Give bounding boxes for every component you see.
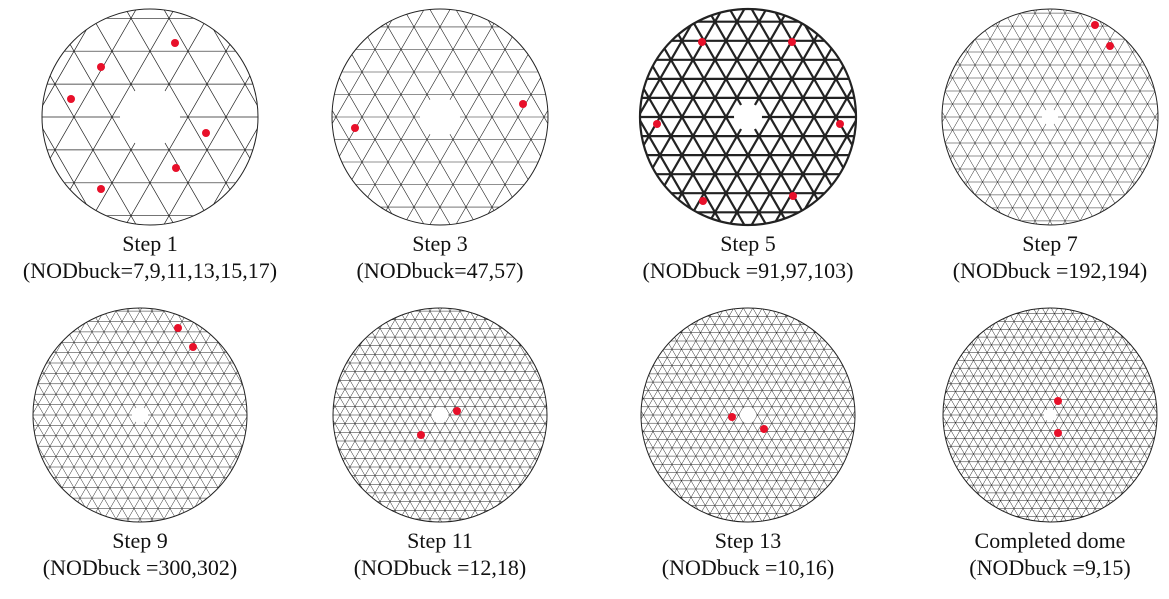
center-opening	[132, 407, 148, 423]
buckling-node	[760, 425, 768, 433]
buckling-node	[189, 343, 197, 351]
center-opening	[120, 87, 180, 147]
buckling-node	[97, 185, 105, 193]
panel: Step 13(NODbuck =10,16)	[571, 239, 926, 591]
panel-title: Step 1	[122, 231, 178, 256]
buckling-node	[67, 95, 75, 103]
buckling-node	[202, 129, 210, 137]
panel: Completed dome(NODbuck =9,15)	[872, 239, 1169, 591]
buckling-node	[1054, 397, 1062, 405]
buckling-node	[698, 38, 706, 46]
buckling-node	[351, 124, 359, 132]
panel-title: Step 11	[407, 528, 473, 553]
buckling-node	[788, 38, 796, 46]
center-opening	[432, 407, 448, 423]
panel-caption: (NODbuck =300,302)	[43, 555, 238, 580]
center-opening	[740, 407, 756, 423]
panel-caption: (NODbuck =9,15)	[969, 555, 1131, 580]
buckling-node	[172, 164, 180, 172]
center-opening	[420, 97, 460, 137]
panel: Step 3(NODbuck=47,57)	[259, 0, 621, 295]
buckling-node	[1054, 429, 1062, 437]
panel-title: Step 13	[715, 528, 782, 553]
buckling-node	[1091, 21, 1099, 29]
panel-title: Step 5	[720, 231, 776, 256]
panel-caption: (NODbuck =10,16)	[662, 555, 835, 580]
panel-caption: (NODbuck=7,9,11,13,15,17)	[23, 258, 277, 283]
buckling-node	[417, 431, 425, 439]
panel: Step 5(NODbuck =91,97,103)	[569, 0, 928, 295]
buckling-node	[653, 120, 661, 128]
panel: Step 7(NODbuck =192,194)	[874, 0, 1169, 293]
panel-caption: (NODbuck=47,57)	[357, 258, 524, 283]
panel-caption: (NODbuck =12,18)	[354, 555, 527, 580]
center-opening	[1044, 409, 1056, 421]
buckling-node	[1106, 42, 1114, 50]
buckling-node	[97, 63, 105, 71]
panel-caption: (NODbuck =91,97,103)	[643, 258, 854, 283]
buckling-node	[789, 192, 797, 200]
center-opening	[734, 103, 762, 131]
buckling-node	[728, 413, 736, 421]
buckling-node	[836, 120, 844, 128]
buckling-node	[174, 324, 182, 332]
buckling-node	[519, 100, 527, 108]
panel: Step 11(NODbuck =12,18)	[264, 240, 616, 590]
panel: Step 1(NODbuck=7,9,11,13,15,17)	[0, 0, 328, 294]
center-opening	[1042, 109, 1058, 125]
panel: Step 9(NODbuck =300,302)	[0, 238, 321, 593]
buckling-node	[699, 197, 707, 205]
panel-title: Step 7	[1022, 231, 1078, 256]
buckling-node	[453, 407, 461, 415]
panel-title: Completed dome	[975, 528, 1126, 553]
figure: Step 1(NODbuck=7,9,11,13,15,17)Step 3(NO…	[0, 0, 1169, 599]
panel-title: Step 3	[412, 231, 468, 256]
panel-caption: (NODbuck =192,194)	[953, 258, 1148, 283]
panel-title: Step 9	[112, 528, 168, 553]
buckling-node	[171, 39, 179, 47]
